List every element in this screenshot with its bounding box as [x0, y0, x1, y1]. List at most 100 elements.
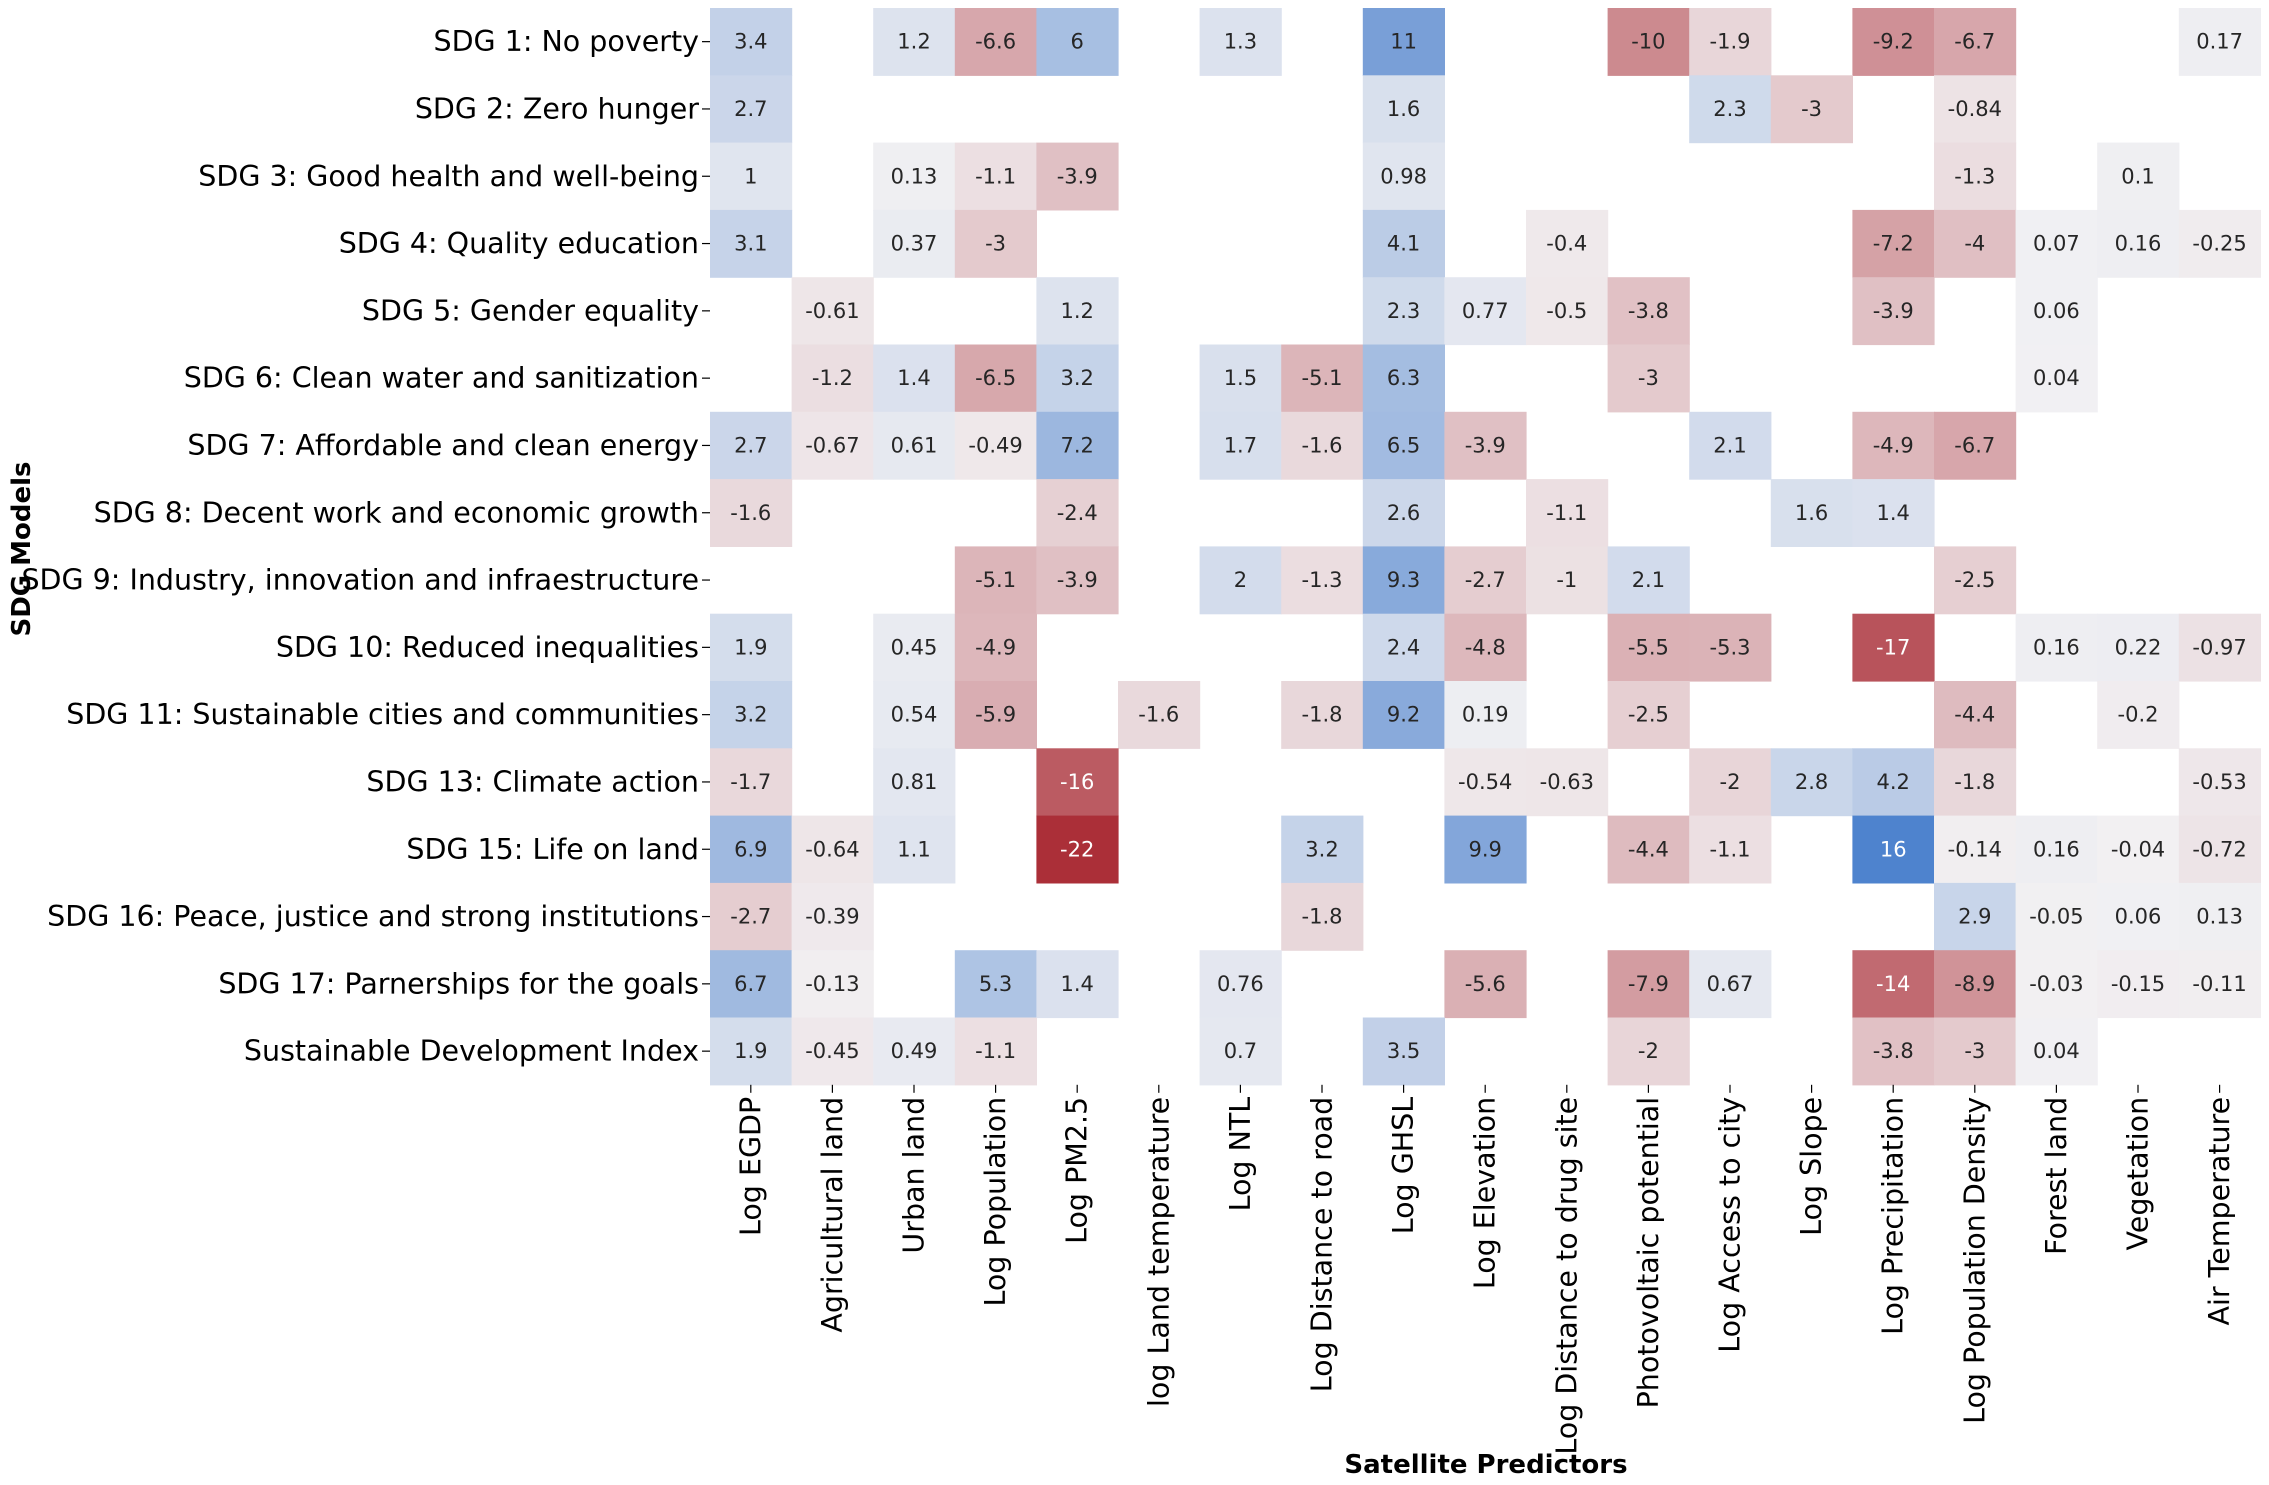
heatmap-cell	[1362, 142, 1445, 211]
cell-value-label: 0.45	[891, 635, 938, 659]
row-label: SDG 8: Decent work and economic growth	[94, 496, 699, 529]
heatmap-cell	[1934, 950, 2017, 1019]
heatmap-cell	[1362, 479, 1445, 547]
cell-value-label: -0.13	[805, 972, 859, 996]
column-label: Log Access to city	[1714, 1097, 1747, 1353]
cell-value-label: -22	[1060, 837, 1094, 861]
heatmap-cell	[1607, 1017, 1690, 1086]
cell-value-label: -0.49	[968, 433, 1022, 457]
heatmap-cell	[1526, 209, 1609, 278]
cell-value-label: -6.5	[975, 366, 1016, 390]
heatmap-cell	[1852, 748, 1935, 817]
cell-value-label: 0.37	[891, 232, 938, 256]
cell-value-label: 6.9	[734, 837, 767, 861]
cell-value-label: -1.6	[1302, 433, 1343, 457]
column-label: Vegetation	[2122, 1097, 2155, 1251]
heatmap-cell	[2097, 613, 2180, 682]
column-label: Forest land	[2040, 1097, 2073, 1255]
heatmap-cell	[1362, 344, 1445, 413]
heatmap-cell	[2015, 277, 2098, 346]
column-label: Air Temperature	[2203, 1097, 2236, 1326]
heatmap-cell	[710, 75, 793, 144]
heatmap-cell	[2097, 209, 2180, 278]
cell-value-label: 1.2	[897, 30, 930, 54]
cell-value-label: 9.2	[1387, 703, 1420, 727]
heatmap-cell	[954, 1017, 1037, 1086]
heatmap-cell	[1852, 277, 1935, 346]
heatmap-cell	[2178, 209, 2261, 278]
heatmap-cell	[954, 681, 1037, 749]
cell-value-label: 0.06	[2033, 299, 2080, 323]
heatmap-cell	[1281, 882, 1364, 951]
heatmap-cell	[1934, 546, 2017, 615]
cell-value-label: -0.15	[2111, 972, 2165, 996]
heatmap-cell	[954, 546, 1037, 615]
cell-value-label: -14	[1876, 972, 1910, 996]
heatmap-cell	[1036, 479, 1119, 547]
heatmap-cell	[1362, 75, 1445, 144]
cell-value-label: 0.07	[2033, 232, 2080, 256]
cell-value-label: -2.4	[1057, 501, 1098, 525]
heatmap-cell	[1199, 546, 1282, 615]
cell-value-label: -8.9	[1954, 972, 1995, 996]
cell-value-label: 0.04	[2033, 1039, 2080, 1063]
cell-value-label: 0.17	[2196, 30, 2243, 54]
heatmap-cell	[791, 411, 874, 480]
heatmap-cell	[1036, 411, 1119, 480]
cell-value-label: -3	[985, 232, 1006, 256]
cell-value-label: 0.7	[1224, 1039, 1257, 1063]
heatmap-cell	[1852, 815, 1935, 884]
heatmap-cell	[1607, 8, 1690, 76]
row-label: SDG 1: No poverty	[434, 25, 700, 58]
heatmap-cell	[710, 950, 793, 1019]
cell-value-label: -0.61	[805, 299, 859, 323]
cell-value-label: -4.4	[1954, 703, 1995, 727]
cell-value-label: -1.6	[1138, 703, 1179, 727]
cell-value-label: -1.3	[1302, 568, 1343, 592]
cell-value-label: 1	[744, 164, 757, 188]
heatmap-cell	[2178, 950, 2261, 1019]
cell-value-label: 4.2	[1876, 770, 1909, 794]
cell-value-label: -3.8	[1873, 1039, 1914, 1063]
heatmap-cell	[1934, 411, 2017, 480]
heatmap-cell	[2178, 613, 2261, 682]
heatmap-cell	[1036, 815, 1119, 884]
row-label: SDG 2: Zero hunger	[415, 92, 699, 125]
cell-value-label: -1.3	[1954, 164, 1995, 188]
heatmap-cell	[1607, 815, 1690, 884]
cell-value-label: -0.25	[2192, 232, 2246, 256]
cell-value-label: 0.61	[891, 433, 938, 457]
cell-value-label: -1.6	[730, 501, 771, 525]
cell-value-label: 0.76	[1217, 972, 1264, 996]
heatmap-cell	[2178, 8, 2261, 76]
cell-value-label: 0.13	[891, 164, 938, 188]
heatmap-cell	[1770, 748, 1853, 817]
cell-value-label: -5.9	[975, 703, 1016, 727]
heatmap-cell	[1281, 681, 1364, 749]
heatmap-cell	[1444, 681, 1527, 749]
cell-value-label: 2.3	[1387, 299, 1420, 323]
cell-value-label: 1.4	[1876, 501, 1909, 525]
cell-value-label: -9.2	[1873, 30, 1914, 54]
cell-value-label: -2.7	[730, 905, 771, 929]
heatmap-cell	[873, 613, 956, 682]
heatmap-cell	[873, 142, 956, 211]
heatmap-cell	[1036, 8, 1119, 76]
cell-value-label: 6.7	[734, 972, 767, 996]
column-label: Log PM2.5	[1061, 1097, 1094, 1244]
cell-value-label: -0.63	[1540, 770, 1594, 794]
column-label: Log EGDP	[734, 1097, 767, 1236]
cell-value-label: 0.54	[891, 703, 938, 727]
cell-value-label: -5.3	[1710, 635, 1751, 659]
row-label: SDG 15: Life on land	[406, 833, 699, 866]
heatmap-cell	[1362, 613, 1445, 682]
heatmap-cell	[710, 411, 793, 480]
heatmap-cell	[710, 613, 793, 682]
heatmap-cell	[1036, 546, 1119, 615]
heatmap-cell	[1036, 277, 1119, 346]
heatmap-cell	[1689, 748, 1772, 817]
heatmap-cell	[2097, 815, 2180, 884]
heatmap-cell	[1444, 815, 1527, 884]
heatmap-cell	[2178, 882, 2261, 951]
